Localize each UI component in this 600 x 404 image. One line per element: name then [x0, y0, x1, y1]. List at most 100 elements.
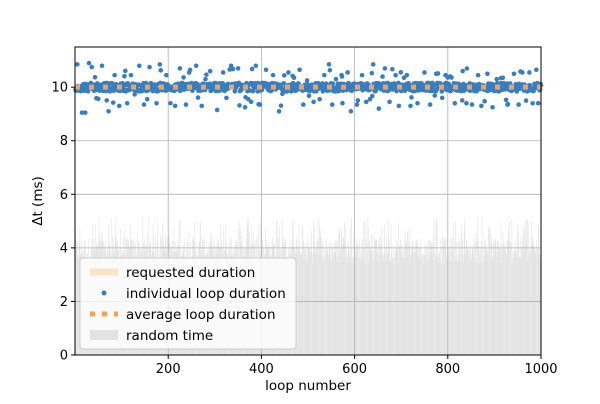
loop-duration-point — [89, 65, 94, 70]
loop-duration-point — [436, 71, 441, 76]
loop-duration-point — [464, 101, 469, 106]
loop-duration-point — [470, 102, 475, 107]
loop-duration-point — [397, 104, 402, 109]
loop-duration-point — [106, 109, 111, 114]
loop-duration-point — [476, 73, 481, 78]
loop-duration-point — [137, 63, 142, 68]
loop-duration-point — [236, 66, 241, 71]
loop-duration-point — [258, 102, 263, 107]
loop-duration-point — [147, 65, 152, 70]
legend-handle-individual — [102, 291, 107, 296]
loop-duration-point — [184, 102, 189, 107]
loop-duration-point — [380, 74, 385, 79]
loop-duration-point — [181, 75, 186, 80]
loop-duration-point — [168, 101, 173, 106]
loop-duration-point — [292, 76, 297, 81]
loop-duration-point — [516, 102, 521, 107]
loop-duration-point — [297, 67, 302, 72]
loop-duration-point — [117, 104, 122, 109]
loop-duration-point — [387, 100, 392, 105]
loop-duration-point — [398, 70, 403, 75]
x-tick-label: 200 — [156, 362, 181, 377]
loop-duration-point — [93, 75, 98, 80]
loop-duration-point — [485, 71, 490, 76]
loop-duration-point — [199, 104, 204, 109]
loop-duration-point — [282, 73, 287, 78]
loop-duration-point — [500, 76, 505, 81]
legend-label: random time — [126, 328, 213, 344]
loop-duration-point — [465, 66, 470, 71]
loop-duration-point — [440, 96, 445, 101]
x-axis-label: loop number — [265, 378, 351, 394]
loop-duration-point — [383, 66, 388, 71]
loop-duration-point — [178, 66, 183, 71]
loop-duration-point — [277, 109, 282, 114]
loop-duration-point — [188, 68, 193, 73]
x-tick-label: 800 — [435, 362, 460, 377]
loop-duration-point — [250, 67, 255, 72]
loop-duration-point — [371, 62, 376, 67]
loop-duration-point — [83, 110, 88, 115]
loop-duration-point — [317, 97, 322, 102]
loop-duration-point — [334, 77, 339, 82]
loop-duration-point — [264, 67, 269, 72]
y-tick-label: 2 — [60, 295, 68, 310]
loop-duration-point — [311, 100, 316, 105]
loop-duration-point — [254, 63, 259, 68]
loop-duration-point — [460, 69, 465, 74]
loop-duration-point — [158, 62, 163, 67]
loop-duration-point — [356, 98, 361, 103]
y-tick-label: 6 — [60, 188, 68, 203]
loop-duration-point — [132, 92, 137, 97]
loop-duration-point — [377, 106, 382, 111]
loop-duration-point — [271, 73, 276, 78]
loop-duration-point — [96, 97, 101, 102]
loop-duration-point — [224, 96, 229, 101]
loop-duration-point — [194, 63, 199, 68]
loop-duration-point — [428, 102, 433, 107]
y-tick-label: 0 — [60, 349, 68, 364]
loop-duration-point — [164, 73, 169, 78]
loop-duration-point — [125, 101, 130, 106]
legend-label: average loop duration — [126, 307, 276, 323]
loop-duration-point — [196, 95, 201, 100]
loop-duration-point — [237, 103, 242, 108]
loop-duration-point — [208, 69, 213, 74]
loop-duration-point — [490, 105, 495, 110]
y-tick-label: 8 — [60, 134, 68, 149]
loop-duration-point — [393, 73, 398, 78]
x-axis-ticks: 200 400 600 800 1000 — [156, 355, 558, 377]
y-axis-ticks: 0 2 4 6 8 10 — [51, 81, 75, 364]
loop-duration-point — [415, 101, 420, 106]
loop-duration-point — [215, 108, 220, 113]
loop-duration-point — [390, 67, 395, 72]
loop-duration-point — [449, 75, 454, 80]
legend-label: requested duration — [126, 265, 255, 281]
loop-duration-point — [221, 70, 226, 75]
individual-loop-points — [73, 61, 543, 115]
loop-duration-point — [112, 73, 117, 78]
loop-duration-point — [520, 70, 525, 75]
loop-duration-point — [285, 89, 290, 94]
loop-duration-point — [460, 98, 465, 103]
loop-duration-point — [530, 101, 535, 106]
loop-duration-point — [422, 70, 427, 75]
y-tick-label: 4 — [60, 241, 68, 256]
loop-duration-point — [154, 101, 159, 106]
legend: requested duration individual loop durati… — [80, 258, 296, 349]
legend-handle-random — [90, 330, 118, 340]
loop-duration-point — [87, 61, 92, 66]
loop-duration-point — [364, 100, 369, 105]
loop-duration-point — [231, 67, 236, 72]
loop-duration-point — [432, 93, 437, 98]
loop-duration-point — [524, 98, 529, 103]
loop-duration-point — [279, 103, 284, 108]
loop-duration-point — [100, 63, 105, 68]
loop-duration-point — [204, 72, 209, 77]
y-axis-label: Δt (ms) — [30, 176, 46, 226]
loop-duration-point — [345, 70, 350, 75]
loop-duration-point — [75, 62, 80, 67]
loop-duration-point — [404, 73, 409, 78]
